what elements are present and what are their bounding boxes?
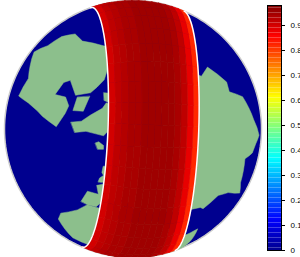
svg-text:0.2: 0.2 xyxy=(291,196,300,205)
svg-text:0.6: 0.6 xyxy=(291,96,300,105)
svg-text:0.9: 0.9 xyxy=(291,21,300,30)
svg-text:0: 0 xyxy=(291,246,296,255)
svg-text:0.7: 0.7 xyxy=(291,71,300,80)
svg-text:0.4: 0.4 xyxy=(291,146,300,155)
svg-text:0.1: 0.1 xyxy=(291,221,300,230)
svg-text:0.5: 0.5 xyxy=(291,121,300,130)
svg-text:0.3: 0.3 xyxy=(291,171,300,180)
svg-text:0.8: 0.8 xyxy=(291,46,300,55)
